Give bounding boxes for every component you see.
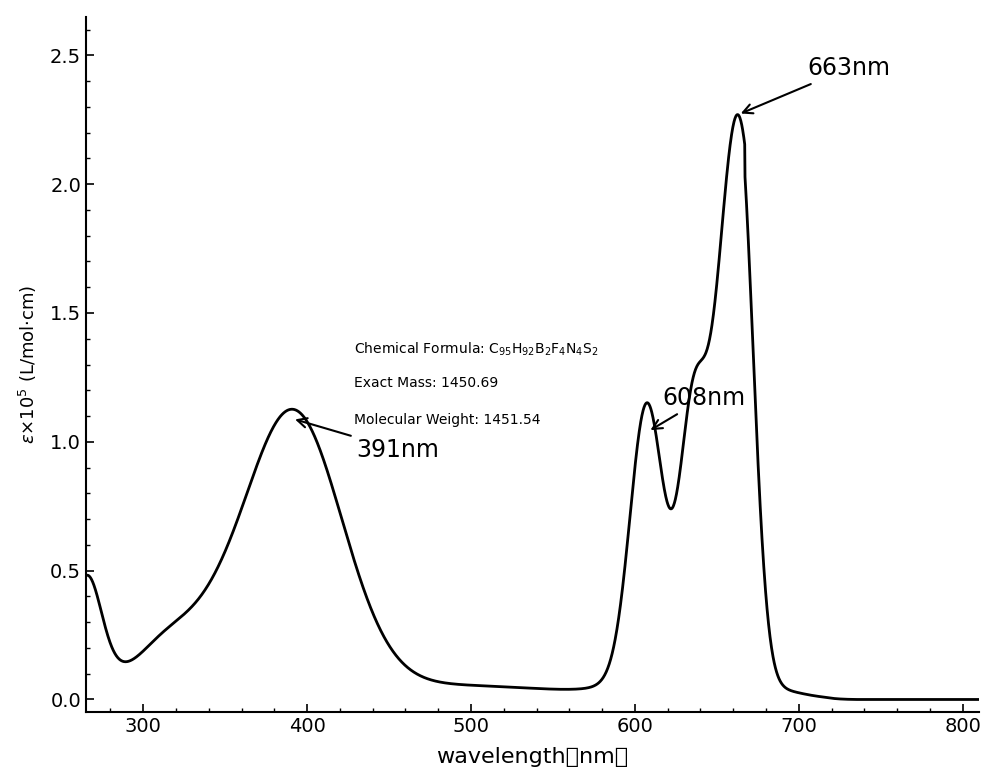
Text: 391nm: 391nm (297, 418, 439, 462)
Text: 663nm: 663nm (743, 56, 890, 114)
Text: Chemical Formula: $\mathregular{C_{95}H_{92}B_2F_4N_4S_2}$: Chemical Formula: $\mathregular{C_{95}H_… (354, 340, 598, 358)
Text: 608nm: 608nm (652, 386, 746, 429)
Text: Molecular Weight: 1451.54: Molecular Weight: 1451.54 (354, 412, 540, 426)
Text: Exact Mass: 1450.69: Exact Mass: 1450.69 (354, 376, 498, 390)
Y-axis label: $\varepsilon$$\times$10$^5$ (L/mol$\cdot$cm): $\varepsilon$$\times$10$^5$ (L/mol$\cdot… (17, 285, 39, 445)
X-axis label: wavelength（nm）: wavelength（nm） (436, 747, 629, 768)
